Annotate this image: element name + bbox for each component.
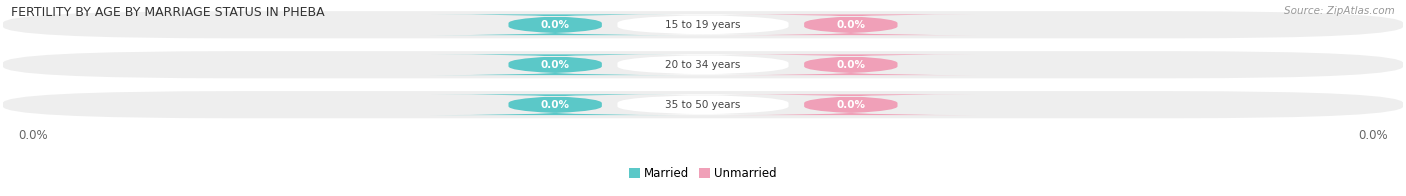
Text: 35 to 50 years: 35 to 50 years xyxy=(665,100,741,110)
Text: 0.0%: 0.0% xyxy=(837,20,865,30)
Text: 0.0%: 0.0% xyxy=(1358,130,1388,142)
Text: 0.0%: 0.0% xyxy=(837,60,865,70)
Text: 0.0%: 0.0% xyxy=(541,20,569,30)
Text: 0.0%: 0.0% xyxy=(837,100,865,110)
Legend: Married, Unmarried: Married, Unmarried xyxy=(628,167,778,180)
Text: 15 to 19 years: 15 to 19 years xyxy=(665,20,741,30)
Text: 0.0%: 0.0% xyxy=(541,60,569,70)
FancyBboxPatch shape xyxy=(727,54,976,75)
FancyBboxPatch shape xyxy=(617,14,789,35)
FancyBboxPatch shape xyxy=(3,51,1403,78)
Text: 20 to 34 years: 20 to 34 years xyxy=(665,60,741,70)
FancyBboxPatch shape xyxy=(430,94,679,115)
FancyBboxPatch shape xyxy=(727,14,976,35)
FancyBboxPatch shape xyxy=(617,94,789,115)
FancyBboxPatch shape xyxy=(727,94,976,115)
Text: 0.0%: 0.0% xyxy=(541,100,569,110)
FancyBboxPatch shape xyxy=(3,11,1403,38)
Text: Source: ZipAtlas.com: Source: ZipAtlas.com xyxy=(1284,6,1395,16)
FancyBboxPatch shape xyxy=(430,14,679,35)
FancyBboxPatch shape xyxy=(617,54,789,75)
Text: 0.0%: 0.0% xyxy=(18,130,48,142)
FancyBboxPatch shape xyxy=(3,91,1403,118)
FancyBboxPatch shape xyxy=(430,54,679,75)
Text: FERTILITY BY AGE BY MARRIAGE STATUS IN PHEBA: FERTILITY BY AGE BY MARRIAGE STATUS IN P… xyxy=(11,6,325,19)
